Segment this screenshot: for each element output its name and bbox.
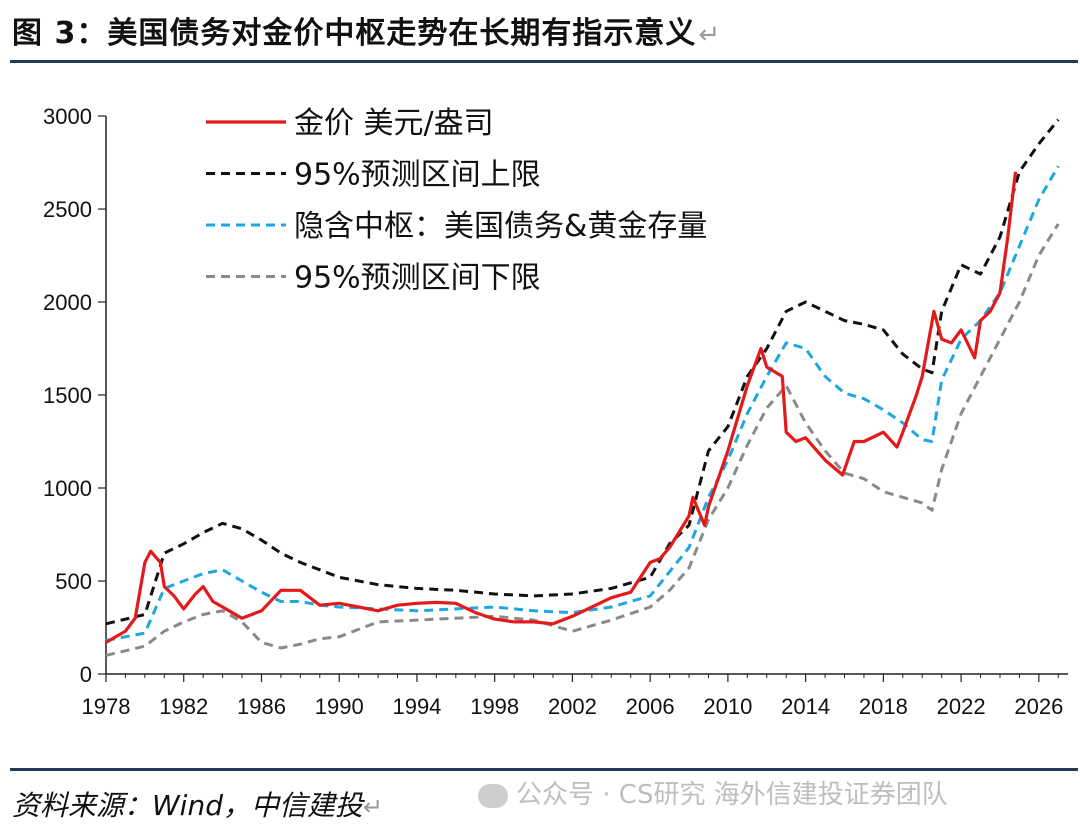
source-note: 资料来源：Wind，中信建投↵	[12, 784, 383, 824]
x-tick-label: 1978	[82, 694, 131, 719]
x-tick-label: 2022	[937, 694, 986, 719]
return-mark-icon: ↵	[363, 793, 384, 821]
x-tick-label: 2026	[1014, 694, 1063, 719]
top-divider	[10, 60, 1078, 63]
legend-label-2: 隐含中枢：美国债务&黄金存量	[294, 209, 707, 244]
bottom-divider	[10, 768, 1078, 771]
x-tick-label: 2014	[781, 694, 830, 719]
series-line-0	[105, 171, 1018, 644]
y-tick-label: 0	[80, 662, 92, 687]
y-tick-label: 500	[55, 569, 92, 594]
series-line-3	[105, 223, 1060, 657]
axes: 0 500 1000 1500 2000 2500 3000 1978 1982 1986 1990…	[43, 104, 1068, 719]
x-tick-label: 1982	[159, 694, 208, 719]
legend-label-0: 金价 美元/盎司	[294, 106, 494, 141]
wechat-icon	[478, 783, 508, 808]
series-line-2	[105, 165, 1060, 642]
x-tick-label: 1998	[470, 694, 519, 719]
y-tick-label: 1000	[43, 476, 92, 501]
figure-title: 图 3：美国债务对金价中枢走势在长期有指示意义↵	[12, 8, 721, 52]
gold-price-chart: 0 500 1000 1500 2000 2500 3000 1978 1982 1986 1990…	[43, 104, 1068, 719]
x-tick-label: 2006	[626, 694, 675, 719]
y-tick-label: 3000	[43, 104, 92, 129]
y-tick-label: 2500	[43, 197, 92, 222]
figure-title-text: 图 3：美国债务对金价中枢走势在长期有指示意义	[12, 16, 697, 51]
y-tick-label: 2000	[43, 290, 92, 315]
watermark-text: 公众号 · CS研究 海外信建投证券团队	[516, 780, 948, 810]
x-tick-label: 2018	[859, 694, 908, 719]
x-tick-label: 2002	[548, 694, 597, 719]
x-tick-label: 1990	[315, 694, 364, 719]
legend-label-1: 95%预测区间上限	[294, 158, 541, 193]
x-tick-label: 1994	[392, 694, 441, 719]
legend-label-3: 95%预测区间下限	[294, 261, 541, 296]
watermark: 公众号 · CS研究 海外信建投证券团队	[478, 774, 948, 811]
source-text: 资料来源：Wind，中信建投	[12, 789, 363, 822]
series-layer	[105, 118, 1060, 657]
x-tick-label: 2010	[703, 694, 752, 719]
y-tick-label: 1500	[43, 383, 92, 408]
series-line-1	[105, 118, 1060, 626]
return-mark-icon: ↵	[698, 20, 722, 50]
x-tick-label: 1986	[237, 694, 286, 719]
